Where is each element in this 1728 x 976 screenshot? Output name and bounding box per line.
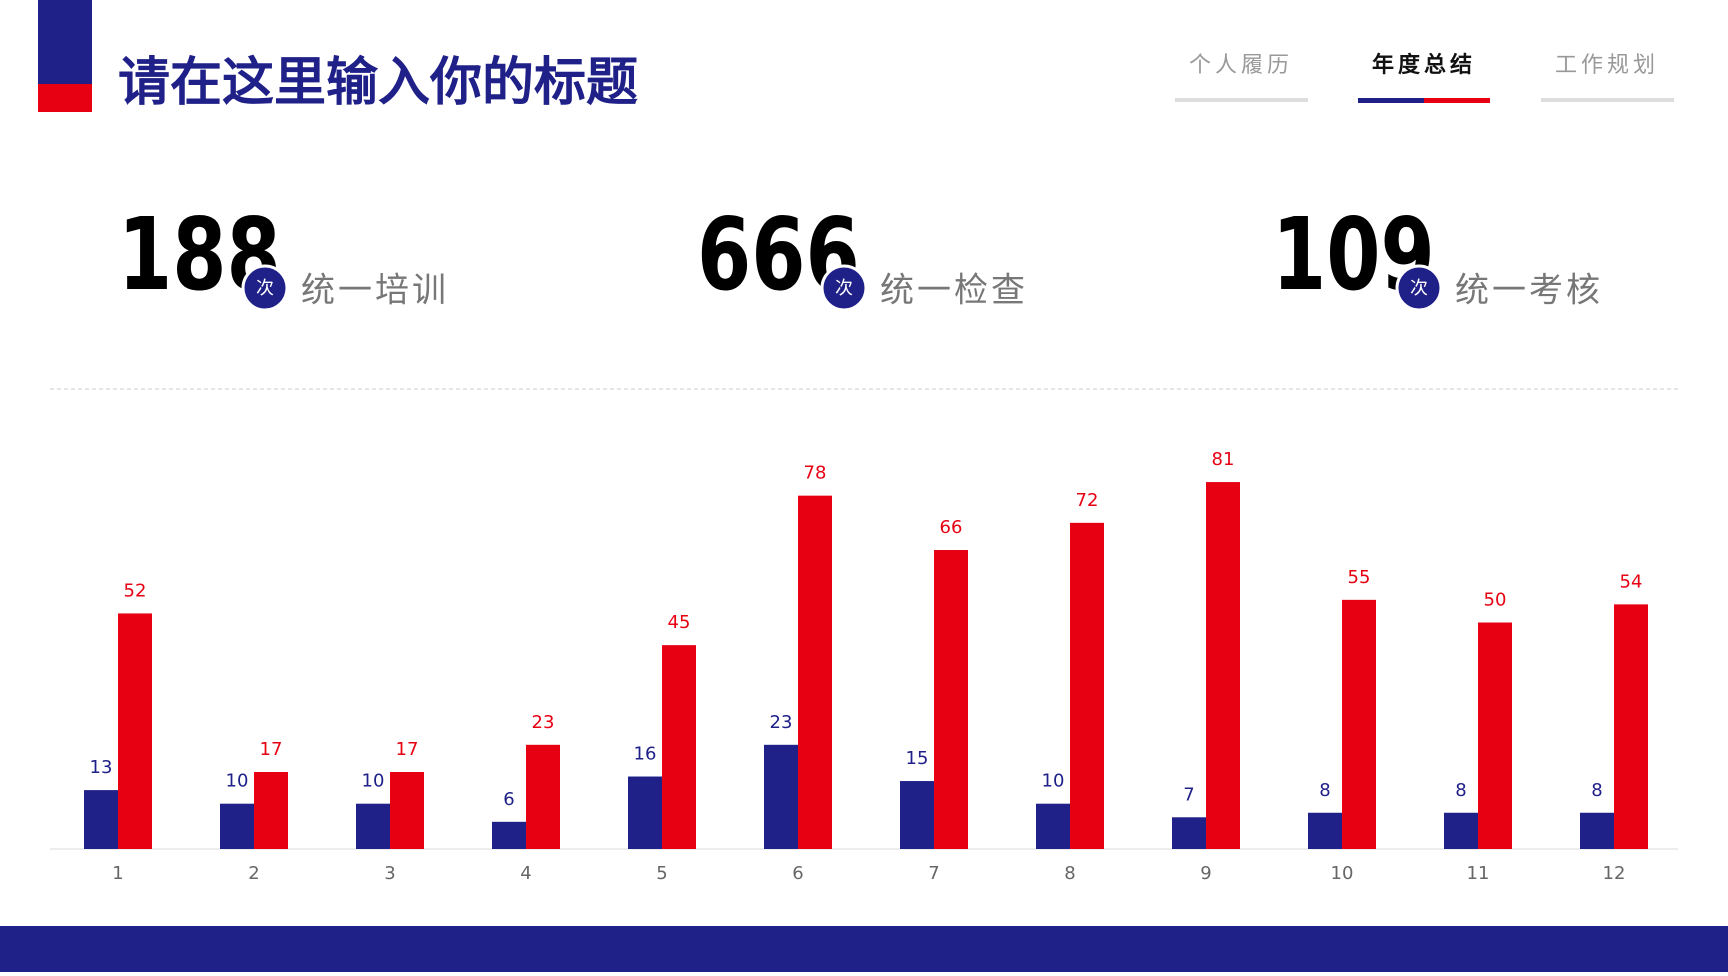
stat-label: 统一培训 [301, 271, 449, 311]
value-label: 55 [1348, 567, 1371, 588]
bar [798, 495, 832, 849]
bar [84, 790, 118, 849]
bar [1342, 599, 1376, 849]
stat-unit: 次 [256, 278, 274, 299]
stat-unit: 次 [1410, 278, 1428, 299]
bar [526, 744, 560, 849]
value-label: 50 [1484, 590, 1507, 611]
accent-red [38, 84, 92, 112]
bar [900, 781, 934, 849]
stat-label: 统一考核 [1455, 271, 1603, 311]
stat-badge [1395, 264, 1443, 312]
value-label: 6 [503, 789, 514, 810]
nav-item[interactable]: 工作规划 [1555, 53, 1659, 78]
value-label: 45 [668, 612, 691, 633]
value-label: 17 [396, 739, 419, 760]
value-label: 23 [770, 712, 793, 733]
title: 请在这里输入你的标题 [118, 53, 638, 113]
value-label: 8 [1319, 780, 1330, 801]
x-tick-label: 4 [520, 863, 531, 884]
value-label: 10 [362, 771, 385, 792]
bar [1614, 604, 1648, 849]
bar [1206, 482, 1240, 849]
value-label: 17 [260, 739, 283, 760]
x-tick-label: 3 [384, 863, 395, 884]
bar [1070, 522, 1104, 849]
stat-label: 统一检查 [880, 271, 1028, 311]
value-label: 81 [1212, 449, 1235, 470]
value-label: 7 [1183, 784, 1194, 805]
nav-underline [1358, 98, 1424, 103]
bar [1308, 812, 1342, 849]
value-label: 16 [634, 744, 657, 765]
bar [1580, 812, 1614, 849]
x-tick-label: 2 [248, 863, 259, 884]
value-label: 10 [226, 771, 249, 792]
value-label: 8 [1455, 780, 1466, 801]
stat-unit: 次 [835, 278, 853, 299]
bar [628, 776, 662, 849]
value-label: 23 [532, 712, 555, 733]
bar [662, 645, 696, 849]
bar [254, 771, 288, 849]
x-tick-label: 6 [792, 863, 803, 884]
value-label: 8 [1591, 780, 1602, 801]
nav-underline [1175, 98, 1308, 102]
value-label: 66 [940, 517, 963, 538]
stat-badge [241, 264, 289, 312]
stat-badge [820, 264, 868, 312]
accent-blue [38, 0, 92, 84]
x-tick-label: 10 [1331, 863, 1354, 884]
footer-band [0, 926, 1728, 972]
bar [390, 771, 424, 849]
bar [118, 613, 152, 849]
bar [220, 803, 254, 849]
x-tick-label: 7 [928, 863, 939, 884]
bar [1172, 817, 1206, 849]
bar [1036, 803, 1070, 849]
bar [492, 821, 526, 849]
value-label: 15 [906, 748, 929, 769]
value-label: 13 [90, 757, 113, 778]
bar [1444, 812, 1478, 849]
bar [934, 550, 968, 849]
value-label: 52 [124, 580, 147, 601]
value-label: 78 [804, 463, 827, 484]
bar [1478, 622, 1512, 849]
bar [764, 744, 798, 849]
x-tick-label: 8 [1064, 863, 1075, 884]
nav-item[interactable]: 个人履历 [1189, 53, 1293, 78]
nav-underline [1424, 98, 1490, 103]
x-tick-label: 12 [1603, 863, 1626, 884]
x-tick-label: 9 [1200, 863, 1211, 884]
value-label: 72 [1076, 490, 1099, 511]
x-tick-label: 5 [656, 863, 667, 884]
value-label: 54 [1620, 571, 1643, 592]
x-tick-label: 1 [112, 863, 123, 884]
nav-item[interactable]: 年度总结 [1372, 52, 1476, 78]
value-label: 10 [1042, 771, 1065, 792]
x-tick-label: 11 [1467, 863, 1490, 884]
bar [356, 803, 390, 849]
nav-underline [1541, 98, 1674, 102]
